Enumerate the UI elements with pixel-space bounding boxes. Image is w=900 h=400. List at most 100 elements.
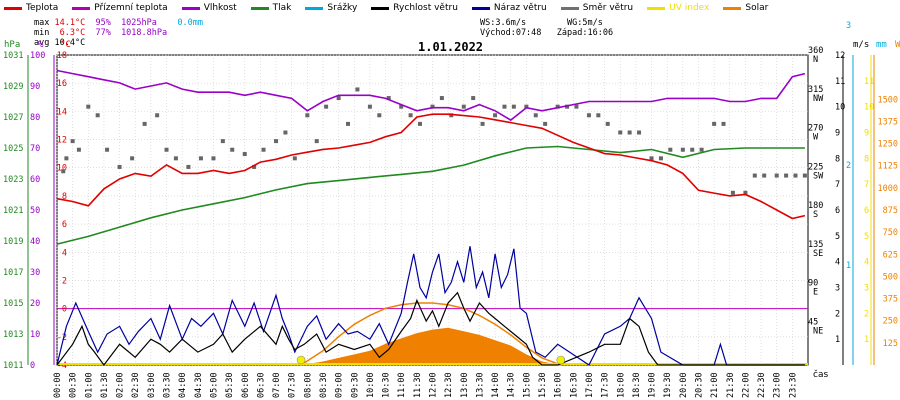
- degc-tick: 16: [57, 79, 67, 89]
- legend-label: Náraz větru: [493, 3, 547, 13]
- wind-dir-point: [324, 104, 329, 109]
- degc-tick: 2: [62, 276, 67, 286]
- dir-tick: 90: [808, 279, 818, 289]
- x-tick-label: 08:00: [303, 372, 313, 398]
- ms-tick: 2: [835, 309, 840, 319]
- wind-dir-point: [86, 104, 91, 109]
- x-tick-label: 17:00: [585, 372, 595, 398]
- legend-item-temp: Teplota: [4, 3, 58, 13]
- wind-speed-line: [56, 291, 805, 367]
- wind-sun-block: WS:3.6m/s WG:5m/s Východ:07:48 Západ:16:…: [480, 18, 613, 38]
- wind-dir-point: [493, 113, 498, 118]
- wind-dir-point: [117, 164, 122, 169]
- x-tick-label: 00:30: [69, 372, 79, 398]
- uv-tick: 5: [864, 232, 869, 242]
- degc-tick: 8: [62, 192, 67, 202]
- wind-dir-point: [658, 156, 663, 161]
- avg-label: avg: [34, 38, 50, 48]
- x-tick-label: 04:00: [178, 372, 188, 398]
- ms-tick: 7: [835, 180, 840, 190]
- x-tick-label: 06:00: [241, 372, 251, 398]
- x-tick-label: 15:30: [538, 372, 548, 398]
- wind-speed-stat: WS:3.6m/s: [480, 18, 527, 28]
- dir-tick: 225: [808, 162, 823, 172]
- wind-dir-point: [618, 130, 623, 135]
- legend-label: Rychlost větru: [393, 3, 458, 13]
- wind-dir-point: [774, 173, 779, 178]
- w-tick: 1125: [878, 162, 898, 172]
- pct-tick: 60: [30, 175, 40, 185]
- x-tick-label: 18:00: [616, 372, 626, 398]
- hpa-tick: 1013: [3, 330, 23, 340]
- axis-unit-mm: mm: [876, 40, 887, 50]
- min-label: min: [34, 28, 50, 38]
- wind-dir-point: [712, 121, 717, 126]
- hpa-tick: 1015: [3, 299, 23, 309]
- dir-tick: 270: [808, 124, 823, 134]
- wind-dir-point: [627, 130, 632, 135]
- pct-tick: 40: [30, 237, 40, 247]
- x-tick-label: 16:30: [569, 372, 579, 398]
- x-tick-label: 14:00: [491, 372, 501, 398]
- dir-tick-label: N: [813, 55, 818, 65]
- legend-item-wind-gust: Náraz větru: [471, 3, 547, 13]
- x-tick-label: 20:00: [679, 372, 689, 398]
- uv-tick: 9: [864, 129, 869, 139]
- dir-tick: 135: [808, 240, 823, 250]
- wind-dir-point: [292, 156, 297, 161]
- x-tick-label: 18:30: [632, 372, 642, 398]
- wind-dir-point: [186, 164, 191, 169]
- uv-tick: 11: [864, 77, 874, 87]
- degc-tick: 12: [57, 136, 67, 146]
- x-tick-label: 20:30: [694, 372, 704, 398]
- uv-tick: 7: [864, 180, 869, 190]
- wind-dir-point: [355, 87, 360, 92]
- uv-tick: 8: [864, 154, 869, 164]
- hpa-tick: 1027: [3, 113, 23, 123]
- w-tick: 375: [883, 295, 898, 305]
- x-tick-label: 10:30: [382, 372, 392, 398]
- humidity-line: [56, 69, 806, 122]
- ms-tick: 9: [835, 129, 840, 139]
- wind-dir-point: [95, 113, 100, 118]
- x-tick-label: 04:30: [194, 372, 204, 398]
- ms-tick: 4: [835, 258, 840, 268]
- degc-tick: 14: [57, 107, 67, 117]
- x-tick-label: 08:30: [319, 372, 329, 398]
- x-tick-label: 15:00: [522, 372, 532, 398]
- wind-dir-point: [61, 169, 66, 174]
- x-tick-label: 09:30: [350, 372, 360, 398]
- avg-temp: 10.4°C: [54, 38, 86, 48]
- max-pressure: 1025hPa: [121, 18, 157, 28]
- degc-tick: 6: [62, 220, 67, 230]
- ms-tick: 8: [835, 154, 840, 164]
- legend-label: Srážky: [327, 3, 358, 13]
- min-pressure: 1018.8hPa: [121, 28, 168, 38]
- legend-label: UV index: [669, 3, 710, 13]
- x-tick-label: 09:00: [335, 372, 345, 398]
- ms-tick: 3: [835, 284, 840, 294]
- wind-dir-point: [502, 104, 507, 109]
- x-tick-label: 12:00: [429, 372, 439, 398]
- dir-tick-label: E: [813, 288, 818, 298]
- legend-item-ground-temp: Přízemní teplota: [72, 3, 168, 13]
- pressure-line: [56, 145, 805, 245]
- wind-dir-point: [762, 173, 767, 178]
- x-tick-label: 00:00: [53, 372, 63, 398]
- mm-tick: 3: [846, 21, 851, 31]
- wind-dir-point: [802, 173, 807, 178]
- w-tick: 500: [883, 272, 898, 282]
- mm-tick: 1: [846, 261, 851, 271]
- wind-dir-point: [70, 139, 75, 144]
- degc-tick: 0: [62, 305, 67, 315]
- w-tick: 875: [883, 206, 898, 216]
- x-tick-label: 05:00: [209, 372, 219, 398]
- wind-dir-point: [198, 156, 203, 161]
- wind-dir-point: [336, 96, 341, 101]
- wind-dir-point: [605, 121, 610, 126]
- x-tick-label: 02:00: [116, 372, 126, 398]
- x-tick-label: 01:30: [100, 372, 110, 398]
- stats-block: max 14.1°C 95% 1025hPa 0.0mm min 6.3°C 7…: [34, 18, 203, 48]
- ms-tick: 12: [835, 51, 845, 61]
- wind-dir-point: [680, 147, 685, 152]
